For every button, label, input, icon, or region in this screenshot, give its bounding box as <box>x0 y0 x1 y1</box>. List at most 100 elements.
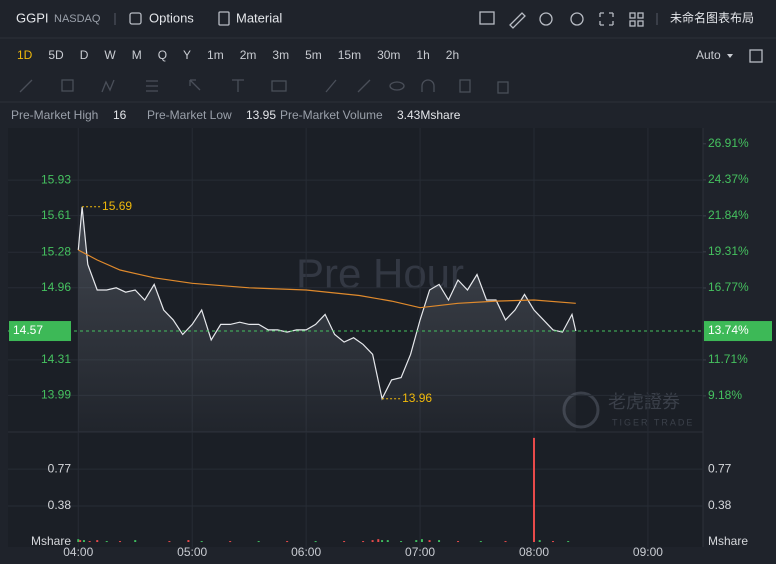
material-icon[interactable] <box>218 11 230 26</box>
stat-label: Pre-Market High <box>11 108 98 122</box>
volume-bar <box>386 540 389 542</box>
volume-bar <box>381 540 384 542</box>
current-price-box <box>9 321 71 342</box>
icon[interactable] <box>637 12 644 19</box>
icon[interactable] <box>570 12 584 26</box>
period-button[interactable]: 1h <box>416 48 429 62</box>
x-tick-label: 09:00 <box>633 545 663 559</box>
high-annotation: 15.69 <box>102 199 132 213</box>
layout-name[interactable]: 未命名图表布局 <box>670 10 754 25</box>
volume-bar <box>96 540 99 542</box>
period-button[interactable]: 30m <box>377 48 400 62</box>
volume-bar <box>420 539 423 542</box>
scale-mode[interactable]: Auto <box>696 48 721 62</box>
symbol[interactable]: GGPI <box>16 10 49 25</box>
period-button[interactable]: 5D <box>48 48 64 62</box>
volume-bar <box>77 539 80 542</box>
period-button[interactable]: M <box>132 48 142 62</box>
volume-unit: Mshare <box>31 534 71 548</box>
y-tick-label: 15.61 <box>41 208 71 222</box>
y2-tick-label: 11.71% <box>708 352 748 366</box>
x-tick-label: 05:00 <box>177 545 207 559</box>
stat-label: Pre-Market Volume <box>280 108 383 122</box>
period-button[interactable]: W <box>104 48 116 62</box>
volume-bar <box>82 540 85 542</box>
icon[interactable] <box>599 12 614 26</box>
tool[interactable] <box>421 79 435 92</box>
period-button[interactable]: Y <box>183 48 191 62</box>
volume-bar <box>551 541 554 543</box>
drawing-tools <box>19 79 509 94</box>
icon[interactable] <box>637 20 644 27</box>
current-pct: 13.74% <box>708 323 749 337</box>
y-tick-label: 14.96 <box>41 280 71 294</box>
period-button[interactable]: Q <box>158 48 167 62</box>
price-line <box>77 206 577 401</box>
y2-tick-label: 26.91% <box>708 136 749 150</box>
icon[interactable] <box>479 11 495 25</box>
volume-bar <box>314 541 317 543</box>
tool[interactable] <box>389 81 405 91</box>
volume-bar <box>538 540 541 542</box>
options-button[interactable]: Options <box>149 10 194 25</box>
volume-bar <box>371 540 374 542</box>
tool[interactable] <box>61 79 74 92</box>
exchange: NASDAQ <box>54 13 101 25</box>
tool[interactable] <box>357 79 371 93</box>
average-line <box>78 249 576 309</box>
volume-bar <box>343 541 346 543</box>
y2-tick-label: 21.84% <box>708 208 749 222</box>
volume-bar <box>257 541 260 543</box>
volume-tick-label: 0.77 <box>48 461 72 475</box>
volume-bar <box>105 541 108 543</box>
volume-bar <box>286 541 289 543</box>
tool[interactable] <box>459 79 471 93</box>
dropdown-arrow <box>727 54 733 58</box>
period-button[interactable]: 15m <box>338 48 361 62</box>
logo-name: 老虎證券 <box>608 392 680 412</box>
volume-bar <box>187 540 190 542</box>
period-button[interactable]: 3m <box>272 48 289 62</box>
tool[interactable] <box>146 80 158 92</box>
period-button[interactable]: 1D <box>17 48 33 62</box>
y2-tick-label: 24.37% <box>708 172 749 186</box>
period-button[interactable]: 2h <box>446 48 459 62</box>
period-button[interactable]: D <box>80 48 89 62</box>
y2-tick-label: 9.18% <box>708 388 742 402</box>
volume-unit: Mshare <box>708 534 748 548</box>
volume-tick-label: 0.38 <box>708 498 732 512</box>
chart: 04:00 05:00 06:00 07:00 08:00 09:00 13.99 14.31… <box>8 128 772 559</box>
logo-sub: TIGER TRADE <box>612 417 694 427</box>
icon[interactable] <box>539 12 553 26</box>
y2-tick-label: 19.31% <box>708 244 749 258</box>
icon[interactable] <box>509 12 526 29</box>
volume-bar <box>504 541 507 543</box>
icon[interactable] <box>629 12 636 19</box>
toolbar-icons <box>479 11 644 29</box>
volume-bar <box>479 541 482 543</box>
period-button[interactable]: 1m <box>207 48 224 62</box>
volume-bar <box>134 540 137 542</box>
low-annotation: 13.96 <box>402 391 432 405</box>
tool[interactable] <box>19 79 33 93</box>
stat-label: Pre-Market Low <box>147 108 232 122</box>
tool[interactable] <box>271 80 287 92</box>
y-tick-label: 15.28 <box>41 244 71 258</box>
period-bar: 1D 5D D W M Q Y 1m 2m 3m 5m 15m 30m 1h 2h <box>17 48 459 62</box>
material-button[interactable]: Material <box>236 10 282 25</box>
period-button[interactable]: 2m <box>240 48 257 62</box>
x-tick-label: 08:00 <box>519 545 549 559</box>
tool[interactable] <box>497 81 509 94</box>
options-icon[interactable] <box>129 12 142 25</box>
icon[interactable] <box>629 20 636 27</box>
volume-bar <box>377 539 380 542</box>
stat-value: 16 <box>113 108 127 122</box>
period-button[interactable]: 5m <box>305 48 322 62</box>
tool[interactable] <box>325 79 337 93</box>
tool[interactable] <box>101 79 115 93</box>
tool[interactable] <box>189 79 201 91</box>
volume-bar <box>88 541 91 543</box>
fullscreen-icon[interactable] <box>749 49 763 63</box>
tool[interactable] <box>232 79 244 92</box>
